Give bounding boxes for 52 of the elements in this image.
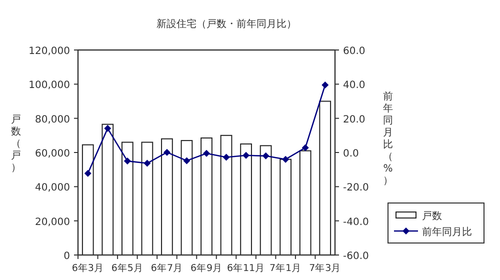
bar — [280, 158, 292, 256]
y2-tick-label: -20.0 — [343, 182, 369, 194]
point — [302, 144, 309, 152]
y2-tick-label: -60.0 — [343, 251, 369, 262]
bar — [220, 134, 232, 256]
point — [203, 150, 210, 157]
bar — [200, 137, 212, 256]
y-tick-label: 60,000 — [35, 148, 70, 160]
y2-axis-title: 前年同月比（%） — [383, 92, 393, 186]
point — [144, 160, 151, 167]
x-tick-label: 7年3月 — [309, 262, 342, 274]
point — [262, 152, 270, 160]
y2-tick-label: 0.0 — [343, 148, 359, 160]
y-tick-label: 40,000 — [35, 182, 70, 194]
bar — [141, 142, 154, 256]
point — [163, 148, 170, 156]
bar — [121, 142, 134, 256]
point — [124, 158, 131, 165]
y-tick-label: 20,000 — [35, 216, 70, 228]
point — [322, 82, 329, 89]
bar — [299, 150, 312, 256]
y2-tick-label: 60.0 — [343, 46, 366, 57]
point — [104, 124, 112, 132]
bar — [180, 140, 193, 256]
point — [242, 152, 250, 159]
bar — [102, 124, 114, 256]
x-tick-label: 6年5月 — [111, 262, 144, 274]
y-tick-label: 100,000 — [28, 80, 70, 92]
y-tick-label: 80,000 — [35, 114, 70, 126]
x-tick-label: 6年3月 — [72, 262, 104, 274]
y2-tick-label: -40.0 — [343, 216, 369, 228]
x-tick-label: 6年9月 — [190, 262, 223, 274]
bar — [260, 145, 272, 256]
y-tick-label: 0 — [64, 251, 70, 262]
point — [282, 156, 290, 163]
x-tick-label: 6年11月 — [226, 262, 266, 274]
point — [183, 157, 190, 164]
legend-label: 戸数 — [422, 211, 442, 222]
x-tick-label: 6年7月 — [150, 262, 184, 274]
bar — [82, 144, 94, 256]
point — [84, 170, 92, 177]
y-axis-title: 戸数（戸） — [11, 114, 21, 174]
bar — [161, 138, 173, 256]
y2-tick-label: 40.0 — [343, 80, 366, 92]
legend-label: 前年同月比 — [422, 226, 472, 238]
x-tick-label: 7年1月 — [270, 262, 302, 274]
bar — [319, 100, 332, 256]
chart-title: 新設住宅（戸数・前年同月比） — [156, 18, 296, 30]
point — [222, 154, 230, 161]
bar — [240, 143, 252, 256]
y2-tick-label: 20.0 — [343, 114, 366, 126]
y-tick-label: 120,000 — [28, 46, 70, 57]
